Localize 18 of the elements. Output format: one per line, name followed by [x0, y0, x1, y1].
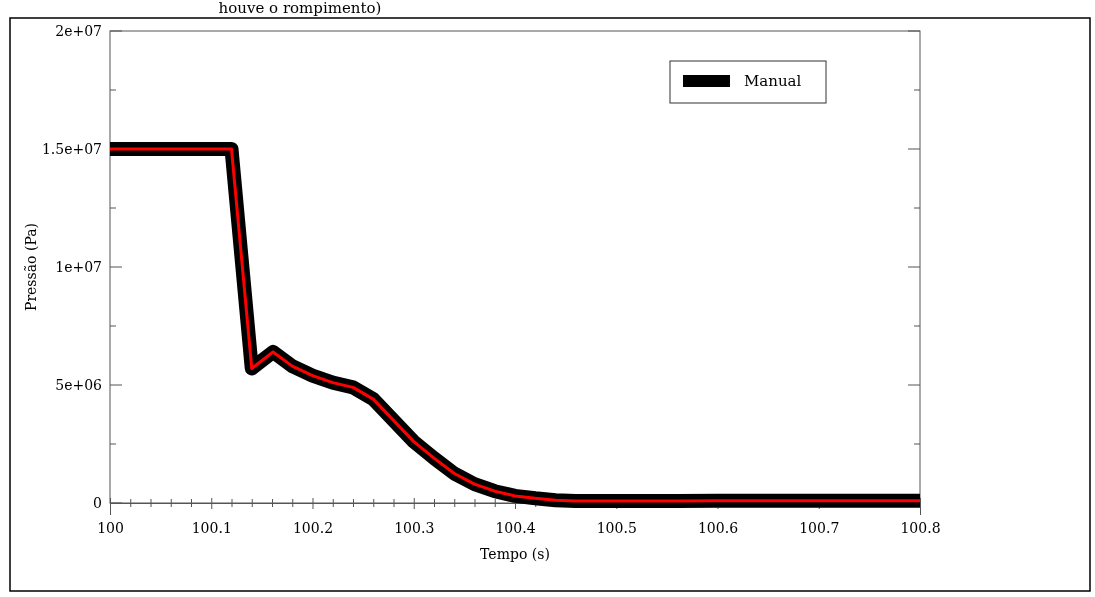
x-tick-label: 100 — [97, 520, 124, 536]
x-tick-label: 100.6 — [697, 520, 739, 536]
y-tick-label: 1e+07 — [55, 258, 102, 275]
text: houve o rompimento) — [218, 0, 382, 17]
x-tick-label: 100.4 — [495, 520, 536, 536]
x-tick-label: 100.8 — [900, 520, 941, 536]
y-axis-title: Pressão (Pa) — [23, 222, 39, 312]
x-tick-label: 100.7 — [799, 520, 840, 536]
y-tick-label: 2e+07 — [55, 22, 102, 39]
legend-label: Manual — [744, 72, 802, 91]
x-tick-label: 100.1 — [191, 520, 232, 536]
y-tick-label: 5e+06 — [55, 376, 103, 393]
x-axis-title: Tempo (s) — [480, 546, 550, 562]
y-tick-label: 1.5e+07 — [41, 140, 102, 157]
x-tick-label: 100.3 — [394, 520, 435, 536]
x-tick-label: 100.5 — [596, 520, 637, 536]
x-tick-label: 100.2 — [292, 520, 334, 536]
y-tick-label: 0 — [93, 494, 102, 511]
